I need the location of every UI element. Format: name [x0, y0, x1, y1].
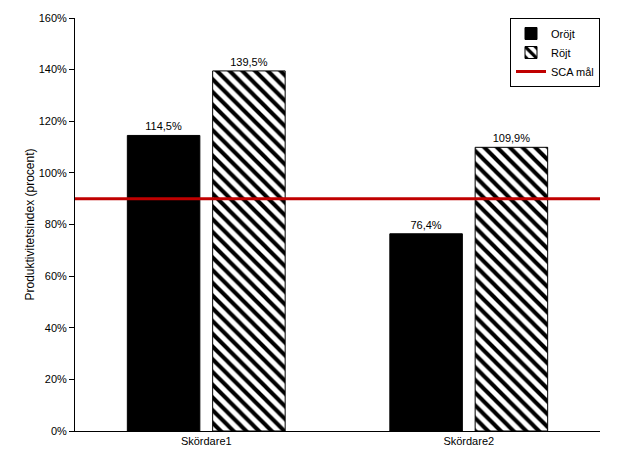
- svg-text:109,9%: 109,9%: [493, 132, 531, 144]
- svg-text:114,5%: 114,5%: [145, 120, 182, 132]
- svg-text:140%: 140%: [39, 63, 67, 75]
- svg-text:Röjt: Röjt: [551, 47, 571, 59]
- svg-text:80%: 80%: [45, 218, 67, 230]
- svg-text:Skördare2: Skördare2: [443, 435, 494, 447]
- svg-text:60%: 60%: [45, 270, 67, 282]
- svg-text:20%: 20%: [45, 373, 67, 385]
- svg-text:40%: 40%: [45, 322, 67, 334]
- svg-text:100%: 100%: [39, 167, 67, 179]
- svg-text:0%: 0%: [51, 425, 67, 437]
- svg-text:Produktivitetsindex (procent): Produktivitetsindex (procent): [23, 148, 37, 300]
- svg-text:Skördare1: Skördare1: [181, 435, 232, 447]
- svg-text:139,5%: 139,5%: [230, 56, 268, 68]
- svg-text:Oröjt: Oröjt: [551, 28, 575, 40]
- svg-text:SCA mål: SCA mål: [551, 66, 594, 78]
- svg-text:76,4%: 76,4%: [410, 219, 441, 231]
- svg-text:160%: 160%: [39, 12, 67, 24]
- svg-text:120%: 120%: [39, 115, 67, 127]
